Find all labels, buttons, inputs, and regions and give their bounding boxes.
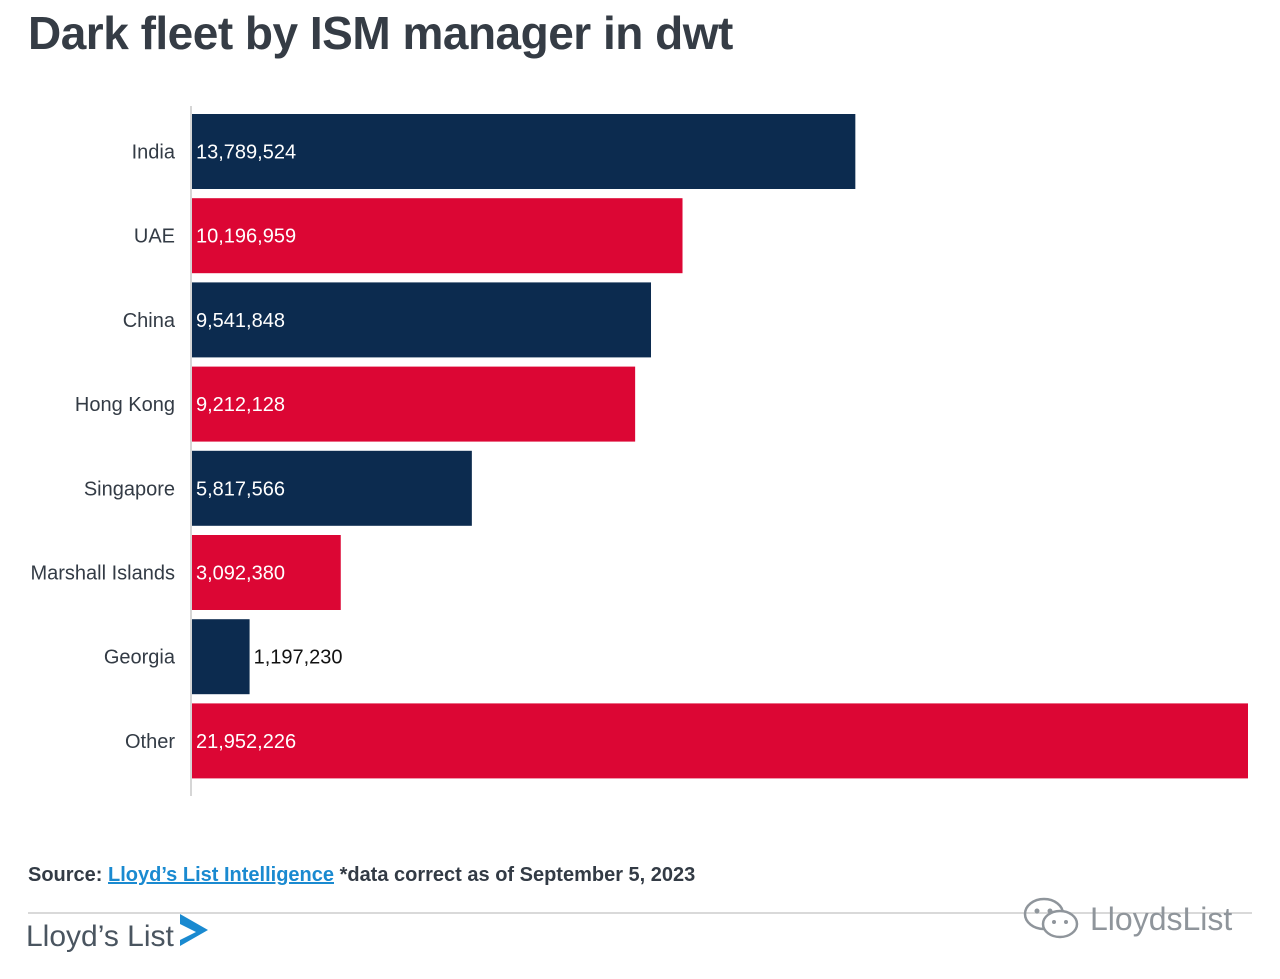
bar-hong-kong xyxy=(192,366,636,442)
value-label-singapore: 5,817,566 xyxy=(196,478,285,500)
bar-uae xyxy=(192,198,683,274)
value-label-other: 21,952,226 xyxy=(196,731,296,753)
category-label-singapore: Singapore xyxy=(84,478,175,500)
value-label-china: 9,541,848 xyxy=(196,310,285,332)
value-label-uae: 10,196,959 xyxy=(196,226,296,248)
bar-marshall-islands xyxy=(192,535,341,610)
bars-group: India 13,789,524 UAE 10,196,959 China 9,541,8… xyxy=(30,114,1248,779)
brand-logo-text: Lloyd’s List xyxy=(26,920,174,953)
source-note: *data correct as of September 5, 2023 xyxy=(339,864,696,886)
footer-divider xyxy=(28,912,1252,914)
value-label-hong-kong: 9,212,128 xyxy=(196,394,285,416)
value-label-india: 13,789,524 xyxy=(196,142,296,164)
category-label-other: Other xyxy=(125,731,175,753)
category-label-india: India xyxy=(132,142,176,164)
bar-chart: India 13,789,524 UAE 10,196,959 China 9,541,8… xyxy=(30,106,1248,796)
watermark: LloydsList xyxy=(1022,896,1232,942)
value-label-georgia: 1,197,230 xyxy=(254,647,343,669)
wechat-icon xyxy=(1023,897,1079,939)
category-label-hong-kong: Hong Kong xyxy=(75,394,175,416)
category-label-marshall-islands: Marshall Islands xyxy=(30,563,175,585)
bar-georgia xyxy=(192,619,250,695)
chart-title: Dark fleet by ISM manager in dwt xyxy=(28,7,733,59)
watermark-text: LloydsList xyxy=(1090,900,1233,937)
bar-china xyxy=(192,282,652,358)
brand-logo: Lloyd’s List xyxy=(26,914,210,954)
category-label-georgia: Georgia xyxy=(104,647,176,669)
bar-other xyxy=(192,703,1248,779)
category-label-uae: UAE xyxy=(134,226,175,248)
category-label-china: China xyxy=(123,310,176,332)
play-arrow-logo-icon xyxy=(179,914,208,946)
bar-singapore xyxy=(192,450,472,526)
bar-india xyxy=(192,114,856,189)
source-prefix: Source: xyxy=(28,864,103,886)
source-link[interactable]: Lloyd’s List Intelligence xyxy=(108,864,334,886)
source-line: Source: Lloyd’s List Intelligence *data … xyxy=(28,864,695,887)
value-label-marshall-islands: 3,092,380 xyxy=(196,563,285,585)
